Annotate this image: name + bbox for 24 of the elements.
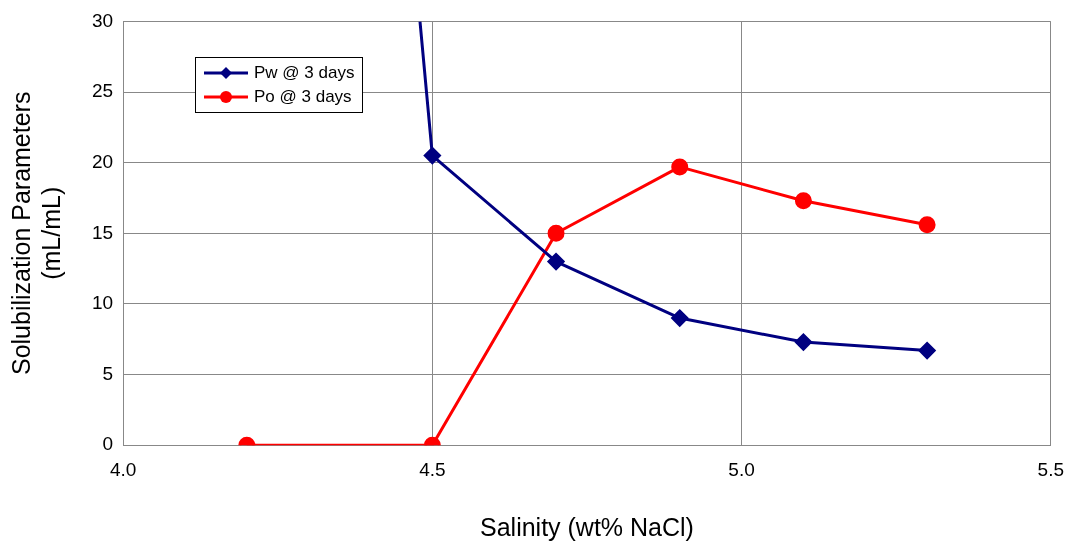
y-tick-label: 25 bbox=[91, 80, 114, 102]
y-axis-title: Solubilization Parameters (mL/mL) bbox=[6, 91, 65, 376]
x-tick-label: 4.0 bbox=[109, 458, 137, 480]
point bbox=[671, 309, 689, 327]
point bbox=[918, 342, 936, 360]
point bbox=[423, 147, 441, 165]
point bbox=[794, 192, 812, 210]
point bbox=[547, 224, 565, 242]
y-tick-label: 0 bbox=[102, 433, 114, 455]
point bbox=[918, 216, 936, 234]
x-tick-label: 5.5 bbox=[1037, 458, 1064, 480]
legend-label: Pw @ 3 days bbox=[254, 63, 355, 83]
y-tick-label: 10 bbox=[91, 292, 114, 314]
x-axis-title: Salinity (wt% NaCl) bbox=[479, 512, 694, 541]
legend-label: Po @ 3 days bbox=[254, 87, 352, 107]
point bbox=[794, 333, 812, 351]
x-tick-label: 4.5 bbox=[419, 458, 446, 480]
y-tick-label: 5 bbox=[102, 362, 114, 384]
y-tick-label: 30 bbox=[91, 9, 114, 31]
y-tick-label: 20 bbox=[91, 150, 114, 172]
point bbox=[547, 253, 565, 271]
point bbox=[671, 158, 689, 176]
x-tick-label: 5.0 bbox=[728, 458, 755, 480]
y-tick-label: 15 bbox=[91, 221, 114, 243]
